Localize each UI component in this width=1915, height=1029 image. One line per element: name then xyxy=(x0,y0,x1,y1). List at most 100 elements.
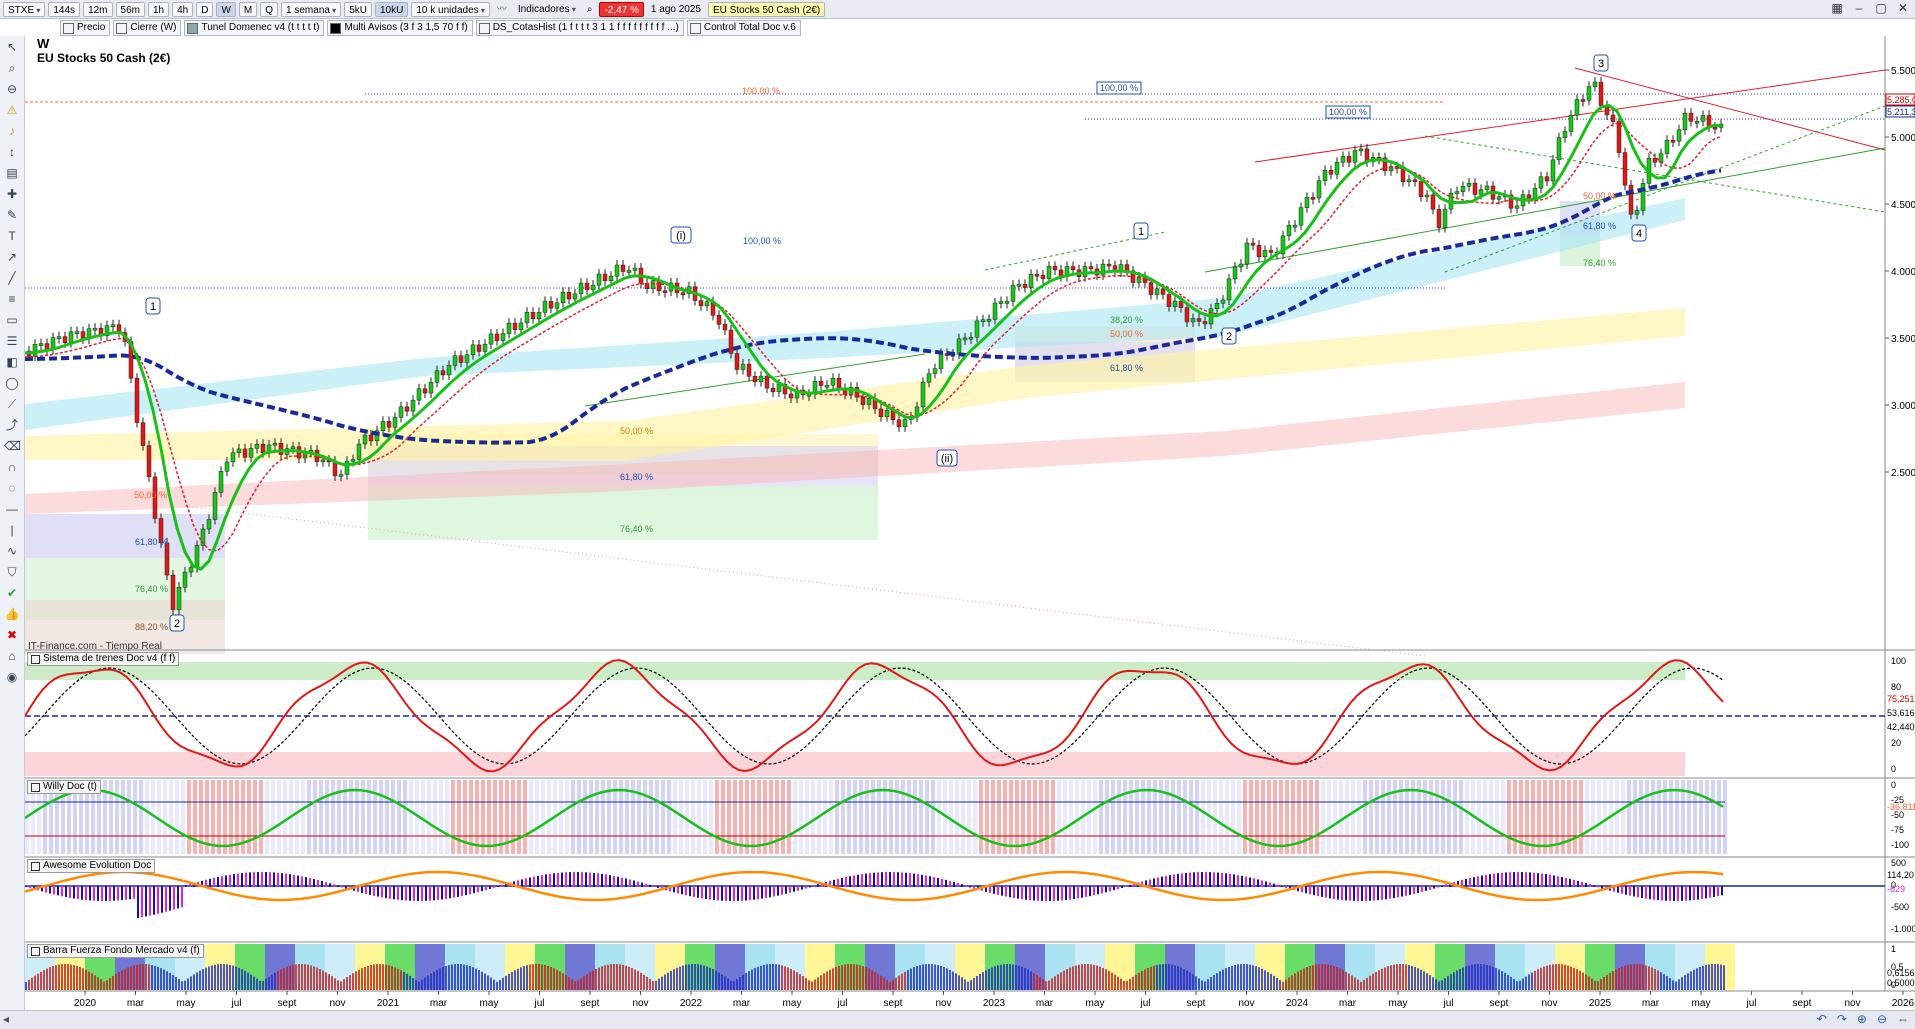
checkbox-icon[interactable] xyxy=(31,946,40,956)
barra-bar xyxy=(979,973,981,990)
cycle-icon[interactable]: ◌ xyxy=(8,481,16,495)
barra-bar xyxy=(973,978,975,990)
tab-cotashist[interactable]: DS_CotasHist (1 f t t t 3 1 1 f f f f f … xyxy=(475,20,684,36)
fan-icon[interactable]: ⟋ xyxy=(7,397,17,411)
period-selector[interactable]: 1 semana xyxy=(281,1,342,17)
delete-icon[interactable]: ✖ xyxy=(6,628,18,642)
trenes-signal-line xyxy=(24,667,1724,765)
text-icon[interactable]: T xyxy=(8,229,16,243)
channel-icon[interactable]: ≡ xyxy=(8,292,16,306)
tab-control-total[interactable]: Control Total Doc v.6 xyxy=(686,20,801,36)
barra-bar xyxy=(1447,976,1449,990)
lock-icon[interactable]: ⌂ xyxy=(8,649,16,663)
timeframe-4h[interactable]: 4h xyxy=(172,1,194,17)
checkbox-icon[interactable] xyxy=(31,782,40,792)
barra-bar xyxy=(289,965,291,990)
willy-bar xyxy=(1195,780,1199,854)
shield-icon[interactable]: ⛉ xyxy=(7,565,17,579)
redo-icon[interactable]: ↷ xyxy=(1836,1012,1847,1026)
arrow-icon[interactable]: ↗ xyxy=(6,250,18,264)
willy-bar xyxy=(1291,780,1295,854)
willy-bar xyxy=(1489,780,1493,854)
timeframe-12m[interactable]: 12m xyxy=(83,1,113,17)
panel-header-willy[interactable]: Willy Doc (t) xyxy=(27,780,101,794)
timeframe-56m[interactable]: 56m xyxy=(115,1,145,17)
indicators-button[interactable]: Indicadores xyxy=(514,2,580,17)
vline-icon[interactable]: | xyxy=(10,523,14,537)
trend-icon[interactable]: ⤴ xyxy=(5,418,18,432)
willy-bar xyxy=(517,780,521,854)
panel-header-trenes[interactable]: Sistema de trenes Doc v4 (f f) xyxy=(27,652,180,666)
checkbox-icon[interactable] xyxy=(478,22,490,34)
fit-icon[interactable]: ⇔ xyxy=(1897,1012,1909,1026)
pencil-icon[interactable]: ✎ xyxy=(6,208,18,222)
timeframe-q[interactable]: Q xyxy=(260,1,279,17)
barra-bar xyxy=(1618,968,1620,990)
minimize-icon[interactable]: – xyxy=(1855,1,1863,15)
close-icon[interactable]: ✕ xyxy=(1897,1,1909,15)
awesome-bar xyxy=(269,872,271,887)
zoom-in-icon[interactable]: ⊕ xyxy=(1856,1012,1867,1026)
zoom-icon[interactable]: ⌕ xyxy=(8,61,16,75)
undo-icon[interactable]: ↶ xyxy=(1816,1012,1827,1026)
color-swatch-icon[interactable] xyxy=(187,22,199,34)
tab-precio[interactable]: Precio xyxy=(60,20,111,36)
zoom-out-icon[interactable]: ⊖ xyxy=(1876,1012,1887,1026)
bell-icon[interactable]: ♪ xyxy=(9,124,15,138)
timeframe-d[interactable]: D xyxy=(196,1,214,17)
timeframe-144s[interactable]: 144s xyxy=(48,1,81,17)
checkbox-icon[interactable] xyxy=(63,22,74,34)
checkbox-icon[interactable] xyxy=(689,22,701,34)
ruler-icon[interactable]: ▭ xyxy=(6,313,18,327)
checkbox-icon[interactable] xyxy=(31,861,40,871)
check-icon[interactable]: ✔ xyxy=(6,586,18,600)
symbol-selector[interactable]: STXE xyxy=(3,1,46,17)
chart-svg[interactable]: 5.5005.0004.5004.0003.5003.0002.5005.285… xyxy=(24,36,1915,1010)
chart-area[interactable]: 5.500 5.000 4.500 4.000 3.500 3.000 2.500 5.285… xyxy=(24,36,1915,1028)
timeframe-1h[interactable]: 1h xyxy=(147,1,170,17)
thumb-icon[interactable]: 👍 xyxy=(4,607,20,621)
settings-icon[interactable]: ▦ xyxy=(1831,1,1843,15)
cursor-icon[interactable]: ↖ xyxy=(6,40,18,54)
crosshair-icon[interactable]: ✚ xyxy=(6,187,18,201)
marker-icon[interactable]: ↕ xyxy=(9,145,15,159)
scroll-left-icon[interactable]: ◂ xyxy=(3,1012,10,1026)
grid-icon[interactable]: ▤ xyxy=(6,166,18,180)
checkbox-icon[interactable] xyxy=(31,654,40,664)
tab-cierre[interactable]: Cierre (W) xyxy=(113,20,182,36)
alert-icon[interactable]: ⚠ xyxy=(6,103,18,117)
shape-icon[interactable]: ◧ xyxy=(6,355,18,369)
willy-bar xyxy=(799,780,803,854)
timeframe-m[interactable]: M xyxy=(238,1,258,17)
panel-header-barra[interactable]: Barra Fuerza Fondo Mercado v4 (f) xyxy=(27,944,204,958)
eraser-icon[interactable]: ⌫ xyxy=(4,439,21,453)
wave-icon[interactable]: ∿ xyxy=(6,544,18,558)
willy-bar xyxy=(1495,780,1499,854)
maximize-icon[interactable]: ▢ xyxy=(1875,1,1887,15)
awesome-bar xyxy=(1673,886,1675,901)
line-icon[interactable]: ╱ xyxy=(8,271,16,285)
awesome-bar xyxy=(1173,874,1175,887)
eye-icon[interactable]: ◉ xyxy=(6,670,18,684)
fibonacci-icon[interactable]: ☰ xyxy=(6,334,18,348)
timeframe-w[interactable]: W xyxy=(216,1,236,17)
tab-multi-avisos[interactable]: Multi Avisos (3 f 3 1,5 70 f f) xyxy=(327,20,473,36)
color-swatch-icon[interactable] xyxy=(330,22,342,34)
10ku-button[interactable]: 10kU xyxy=(375,1,409,17)
search-icon[interactable]: ⌕ xyxy=(586,3,593,15)
checkbox-icon[interactable] xyxy=(116,22,128,34)
awesome-bar xyxy=(941,878,943,887)
awesome-bar xyxy=(1009,886,1011,898)
barra-bar xyxy=(418,981,420,990)
magnet-icon[interactable]: ∩ xyxy=(7,460,17,474)
hline-icon[interactable]: — xyxy=(6,502,18,516)
ellipse-icon[interactable]: ◯ xyxy=(5,376,19,390)
panel-header-awesome[interactable]: Awesome Evolution Doc xyxy=(27,859,156,873)
barra-bar xyxy=(913,967,915,990)
zoom-out-icon[interactable]: ⊖ xyxy=(6,82,18,96)
tab-tunel[interactable]: Tunel Domenec v4 (t t t t t) xyxy=(184,20,325,36)
indicators-icon[interactable]: 〰 xyxy=(496,3,507,15)
units-selector[interactable]: 10 k unidades xyxy=(411,1,490,17)
5ku-button[interactable]: 5kU xyxy=(344,1,372,17)
barra-bar xyxy=(619,964,621,990)
